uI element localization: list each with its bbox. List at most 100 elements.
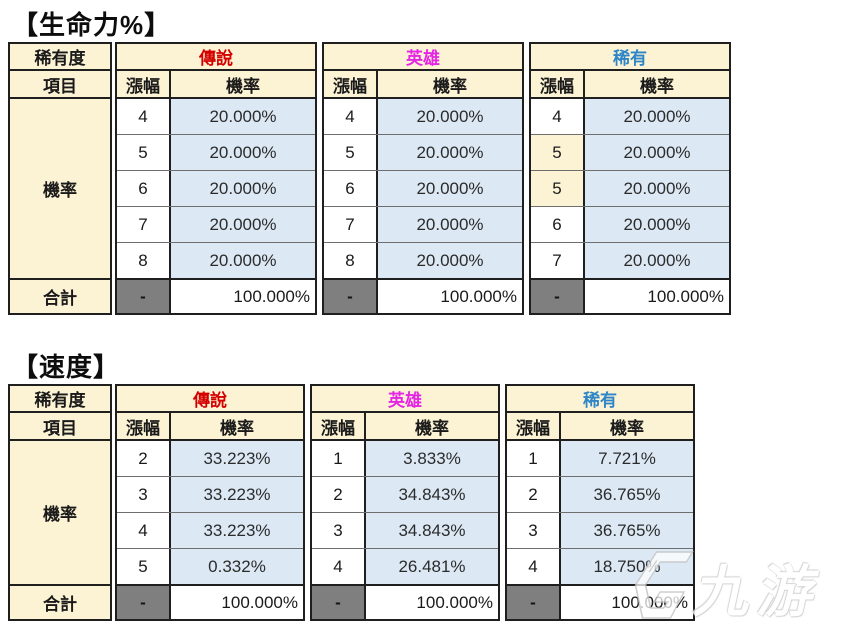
table-row: 5 20.000%	[117, 135, 315, 171]
subheader-row: 漲幅 機率	[324, 71, 522, 99]
rise-value-cell: 5	[531, 135, 585, 170]
table-row: 5 0.332%	[117, 549, 303, 586]
probability-row-label: 機率	[10, 441, 110, 586]
rise-value-cell: 6	[531, 207, 585, 242]
prob-value-cell: 20.000%	[171, 243, 315, 278]
rarity-group-2: 稀有 漲幅 機率 1 7.721% 2 36.765% 3 36.765% 4 18.750% -10…	[505, 384, 695, 621]
prob-value-cell: 20.000%	[171, 99, 315, 134]
total-row: -100.000%	[324, 280, 522, 313]
rarity-header-cell: 稀有度	[10, 386, 110, 413]
rarity-header-cell: 稀有度	[10, 44, 110, 71]
table-row: 8 20.000%	[117, 243, 315, 280]
item-header-cell: 項目	[10, 71, 110, 99]
rise-header-cell: 漲幅	[117, 413, 171, 439]
table-row: 8 20.000%	[324, 243, 522, 280]
table-row: 4 20.000%	[324, 99, 522, 135]
rise-value-cell: 8	[117, 243, 171, 278]
table-row: 3 33.223%	[117, 477, 303, 513]
table-row: 4 33.223%	[117, 513, 303, 549]
subheader-row: 漲幅 機率	[117, 71, 315, 99]
rarity-group-1: 英雄 漲幅 機率 1 3.833% 2 34.843% 3 34.843% 4 26.481% -10…	[310, 384, 500, 621]
rise-value-cell: 4	[312, 549, 366, 584]
total-row-label: 合計	[10, 586, 110, 619]
rise-value-cell: 2	[117, 441, 171, 476]
rise-value-cell: 2	[312, 477, 366, 512]
prob-value-cell: 33.223%	[171, 441, 303, 476]
rise-value-cell: 1	[312, 441, 366, 476]
total-dash-cell: -	[507, 586, 561, 619]
total-row: -100.000%	[507, 586, 693, 619]
prob-value-cell: 20.000%	[585, 207, 729, 242]
total-row: -100.000%	[117, 586, 303, 619]
rise-header-cell: 漲幅	[507, 413, 561, 439]
total-prob-cell: 100.000%	[171, 280, 315, 313]
prob-value-cell: 20.000%	[585, 243, 729, 278]
rarity-name: 傳說	[117, 44, 315, 71]
rise-value-cell: 5	[324, 135, 378, 170]
table-row: 2 33.223%	[117, 441, 303, 477]
total-dash-cell: -	[117, 586, 171, 619]
prob-value-cell: 20.000%	[378, 243, 522, 278]
rise-value-cell: 5	[531, 171, 585, 206]
watermark-text: 九游	[689, 560, 831, 623]
prob-value-cell: 34.843%	[366, 477, 498, 512]
rarity-group-0: 傳說 漲幅 機率 2 33.223% 3 33.223% 4 33.223% 5 0.332% -10…	[115, 384, 305, 621]
prob-value-cell: 7.721%	[561, 441, 693, 476]
total-dash-cell: -	[117, 280, 171, 313]
rarity-name: 稀有	[531, 44, 729, 71]
table-row: 5 20.000%	[531, 135, 729, 171]
rise-value-cell: 6	[117, 171, 171, 206]
total-prob-cell: 100.000%	[585, 280, 729, 313]
prob-value-cell: 20.000%	[171, 171, 315, 206]
table-title-speed: 【速度】	[12, 352, 121, 382]
total-row: -100.000%	[117, 280, 315, 313]
prob-value-cell: 34.843%	[366, 513, 498, 548]
prob-value-cell: 20.000%	[378, 99, 522, 134]
rise-header-cell: 漲幅	[312, 413, 366, 439]
rise-value-cell: 4	[531, 99, 585, 134]
prob-value-cell: 33.223%	[171, 477, 303, 512]
table-row: 3 34.843%	[312, 513, 498, 549]
total-dash-cell: -	[531, 280, 585, 313]
prob-value-cell: 18.750%	[561, 549, 693, 584]
stat-table-speed: 稀有度 項目 機率 合計 傳說 漲幅 機率 2 33.223% 3 33.223% 4 33.223% 5…	[8, 384, 695, 621]
rarity-item-label-column: 稀有度 項目 機率 合計	[8, 384, 112, 621]
table-row: 7 20.000%	[531, 243, 729, 280]
rarity-group-1: 英雄 漲幅 機率 4 20.000% 5 20.000% 6 20.000% 7 20.000% 8 2…	[322, 42, 524, 315]
rarity-group-0: 傳說 漲幅 機率 4 20.000% 5 20.000% 6 20.000% 7 20.000% 8 2…	[115, 42, 317, 315]
rise-header-cell: 漲幅	[117, 71, 171, 97]
rise-value-cell: 4	[507, 549, 561, 584]
total-dash-cell: -	[312, 586, 366, 619]
prob-header-cell: 機率	[585, 71, 729, 97]
prob-value-cell: 20.000%	[585, 99, 729, 134]
table-row: 5 20.000%	[324, 135, 522, 171]
rarity-item-label-column: 稀有度 項目 機率 合計	[8, 42, 112, 315]
rise-value-cell: 4	[324, 99, 378, 134]
total-row: -100.000%	[531, 280, 729, 313]
rise-value-cell: 7	[531, 243, 585, 278]
rise-value-cell: 8	[324, 243, 378, 278]
prob-header-cell: 機率	[171, 413, 303, 439]
rise-value-cell: 3	[117, 477, 171, 512]
rise-value-cell: 3	[312, 513, 366, 548]
prob-header-cell: 機率	[366, 413, 498, 439]
table-row: 4 18.750%	[507, 549, 693, 586]
prob-value-cell: 20.000%	[171, 207, 315, 242]
prob-value-cell: 3.833%	[366, 441, 498, 476]
table-row: 6 20.000%	[531, 207, 729, 243]
prob-value-cell: 20.000%	[585, 135, 729, 170]
stat-table-vitality: 稀有度 項目 機率 合計 傳說 漲幅 機率 4 20.000% 5 20.000% 6 20.000% 7…	[8, 42, 731, 315]
table-row: 1 7.721%	[507, 441, 693, 477]
table-row: 2 36.765%	[507, 477, 693, 513]
prob-value-cell: 20.000%	[378, 171, 522, 206]
prob-value-cell: 20.000%	[378, 135, 522, 170]
total-prob-cell: 100.000%	[561, 586, 693, 619]
item-header-cell: 項目	[10, 413, 110, 441]
table-row: 6 20.000%	[324, 171, 522, 207]
total-prob-cell: 100.000%	[366, 586, 498, 619]
rarity-name: 英雄	[324, 44, 522, 71]
rarity-name: 英雄	[312, 386, 498, 413]
prob-value-cell: 20.000%	[585, 171, 729, 206]
rise-value-cell: 2	[507, 477, 561, 512]
